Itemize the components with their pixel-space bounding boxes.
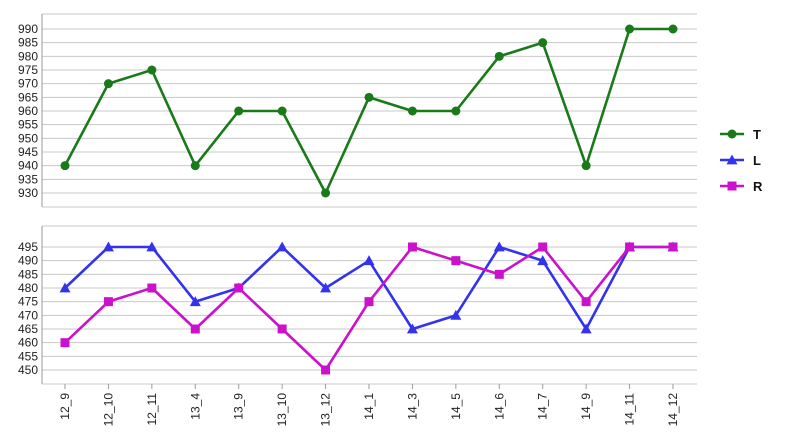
x-tick-label-14_3: 14_3 [405,393,419,420]
panel-0-y-tick-label-930: 930 [18,186,38,200]
legend-L-marker [726,154,738,165]
series-R-point-9 [451,256,461,266]
series-R-point-13 [625,242,635,252]
series-L-point-8 [406,323,418,334]
series-R-point-12 [581,297,591,307]
panel-1-y-tick-label-485: 485 [18,267,38,281]
x-tick-label-12_11: 12_11 [145,393,159,426]
x-tick-label-12_10: 12_10 [101,393,115,427]
panel-0-y-tick-label-985: 985 [18,36,38,50]
panel-0-y-tick-label-955: 955 [18,118,38,132]
panel-0-y-tick-label-935: 935 [18,172,38,186]
panel-0-y-tick-label-940: 940 [18,159,38,173]
panel-1-y-tick-label-490: 490 [18,254,38,268]
legend-R-label: R [753,179,763,194]
series-T-point-6 [321,188,331,198]
series-R-line [64,245,673,372]
series-T-point-0 [60,161,70,171]
panel-1-y-tick-label-450: 450 [18,363,38,377]
series-R-point-4 [234,283,244,293]
x-tick-label-13_10: 13_10 [275,393,289,427]
series-T-point-13 [625,24,635,34]
x-tick-label-13_12: 13_12 [319,393,333,427]
panel-1-y-tick-label-455: 455 [18,349,38,363]
series-L-point-11 [537,255,549,266]
x-tick-label-13_9: 13_9 [232,393,246,420]
series-R-point-14 [668,242,678,252]
panel-1-y-tick-label-460: 460 [18,336,38,350]
series-R-point-8 [407,242,417,252]
x-tick-label-12_9: 12_9 [58,393,72,420]
series-T-point-8 [407,106,417,116]
series-R-point-6 [321,365,331,375]
series-T-point-1 [103,79,113,89]
series-R-point-10 [494,269,504,279]
series-T-point-12 [581,161,591,171]
series-L-point-5 [276,241,288,252]
series-L-point-0 [59,282,71,293]
panel-0-y-tick-label-945: 945 [18,145,38,159]
series-R-point-7 [364,297,374,307]
series-L-point-10 [493,241,505,252]
series-T-point-3 [190,161,200,171]
series-T-point-7 [364,92,374,102]
series-L-point-12 [580,323,592,334]
series-R-point-3 [190,324,200,334]
panel-1-y-tick-label-480: 480 [18,281,38,295]
panel-0-y-tick-label-980: 980 [18,49,38,63]
x-tick-label-13_4: 13_4 [188,393,202,420]
panel-1-y-tick-label-495: 495 [18,240,38,254]
series-L-point-7 [363,255,375,266]
series-L-point-9 [450,309,462,320]
series-T-point-4 [234,106,244,116]
legend-R-marker [727,181,737,191]
series-R-point-1 [103,297,113,307]
series-T-point-10 [494,51,504,61]
x-tick-label-14_7: 14_7 [536,393,550,420]
x-tick-label-14_12: 14_12 [666,393,680,427]
series-T-point-9 [451,106,461,116]
series-R-point-5 [277,324,287,334]
series-R-point-2 [147,283,157,293]
panel-1-y-tick-label-475: 475 [18,295,38,309]
x-tick-label-14_1: 14_1 [362,393,376,420]
panel-0-y-tick-label-970: 970 [18,77,38,91]
series-T-point-2 [147,65,157,75]
legend-T-marker [727,129,737,139]
panel-0-y-tick-label-990: 990 [18,22,38,36]
x-tick-label-14_5: 14_5 [449,393,463,420]
series-L-point-1 [102,241,114,252]
series-T-point-11 [538,38,548,48]
series-T-point-5 [277,106,287,116]
series-R-point-0 [60,338,70,348]
panel-0-y-tick-label-960: 960 [18,104,38,118]
series-R-point-11 [538,242,548,252]
x-tick-label-14_11: 14_11 [623,393,637,426]
panel-0-y-tick-label-965: 965 [18,90,38,104]
legend-L-label: L [753,153,761,168]
panel-0-y-tick-label-950: 950 [18,131,38,145]
panel-0-y-tick-label-975: 975 [18,63,38,77]
series-L-point-2 [146,241,158,252]
panel-1-y-tick-label-465: 465 [18,322,38,336]
series-L-point-3 [189,296,201,307]
x-tick-label-14_9: 14_9 [579,393,593,420]
series-T-point-14 [668,24,678,34]
panel-1-y-tick-label-470: 470 [18,308,38,322]
series-L-point-6 [320,282,332,293]
x-tick-label-14_6: 14_6 [492,393,506,420]
legend-T-label: T [753,127,761,142]
